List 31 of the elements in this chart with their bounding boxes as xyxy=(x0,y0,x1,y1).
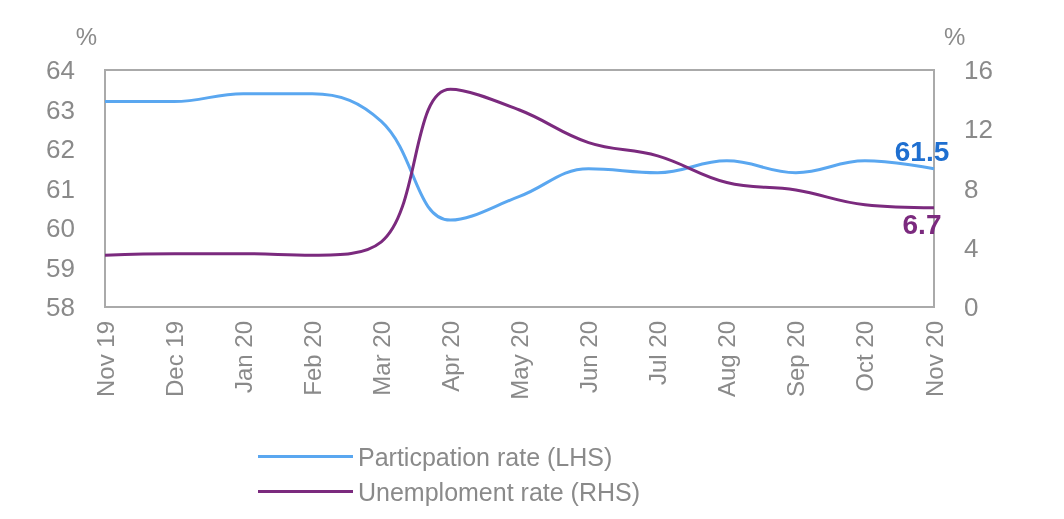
y2-tick-label: 4 xyxy=(964,232,979,263)
y-tick-label: 61 xyxy=(46,173,75,204)
x-tick-label: Apr 20 xyxy=(436,321,464,392)
y-axis-title: % xyxy=(75,22,97,50)
y2-tick-label: 16 xyxy=(964,55,993,85)
y-tick-label: 58 xyxy=(46,292,75,322)
legend-label: Particpation rate (LHS) xyxy=(358,442,613,471)
x-tick-label: Sep 20 xyxy=(782,321,810,398)
x-tick-label: Jul 20 xyxy=(644,321,672,386)
y-tick-label: 63 xyxy=(46,94,75,125)
x-tick-label: Dec 19 xyxy=(160,321,188,398)
x-tick-label: Nov 20 xyxy=(920,321,948,398)
x-tick-label: May 20 xyxy=(506,321,533,400)
x-tick-label: Oct 20 xyxy=(851,321,879,392)
x-tick-label: Mar 20 xyxy=(367,321,395,396)
y2-tick-label: 8 xyxy=(964,173,979,204)
x-tick-label: Feb 20 xyxy=(298,321,326,396)
y2-axis-title: % xyxy=(944,22,966,50)
data-label: 61.5 xyxy=(894,136,950,168)
x-tick-label: Aug 20 xyxy=(713,321,741,398)
y-tick-label: 62 xyxy=(46,134,75,164)
legend-label: Unemploment rate (RHS) xyxy=(358,477,641,506)
data-label: 6.7 xyxy=(902,209,942,241)
y2-tick-label: 0 xyxy=(964,292,979,322)
x-tick-label: Jun 20 xyxy=(575,321,603,394)
y-tick-label: 64 xyxy=(46,55,75,85)
y-tick-label: 59 xyxy=(46,252,75,283)
y2-tick-label: 12 xyxy=(964,114,993,145)
x-tick-label: Nov 19 xyxy=(91,321,119,398)
x-tick-label: Jan 20 xyxy=(229,321,257,394)
y-tick-label: 60 xyxy=(46,213,75,243)
